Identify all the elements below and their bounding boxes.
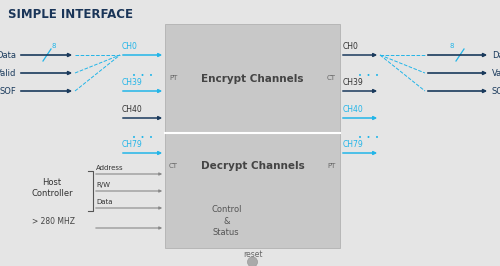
Text: Data: Data [96,199,112,205]
Text: Decrypt Channels: Decrypt Channels [200,161,304,171]
Text: CH0: CH0 [343,42,359,51]
Text: CH39: CH39 [343,78,364,87]
Text: •  •  •: • • • [132,73,153,79]
Text: Address: Address [96,165,124,171]
Text: Data: Data [492,51,500,60]
Text: •  •  •: • • • [358,73,379,79]
Text: Data: Data [0,51,16,60]
Text: SOF: SOF [0,86,16,95]
FancyBboxPatch shape [165,24,340,248]
Text: SIMPLE INTERFACE: SIMPLE INTERFACE [8,8,133,21]
Text: reset: reset [243,250,262,259]
Text: CH39: CH39 [122,78,143,87]
Text: Valid: Valid [0,69,16,77]
Circle shape [248,257,258,266]
Text: •  •  •: • • • [132,135,153,141]
Text: PT: PT [169,76,177,81]
Text: Encrypt Channels: Encrypt Channels [201,73,304,84]
Text: Control
&
Status: Control & Status [211,205,242,236]
Text: R/W: R/W [96,182,110,188]
Text: CH79: CH79 [343,140,364,149]
Text: > 280 MHZ: > 280 MHZ [32,217,75,226]
Text: CT: CT [327,76,336,81]
Text: Host
Controller: Host Controller [31,178,73,198]
Text: SOF: SOF [492,86,500,95]
Text: CT: CT [169,163,178,169]
Text: CH0: CH0 [122,42,138,51]
Text: 8: 8 [52,43,56,49]
Text: 8: 8 [450,43,454,49]
Text: •  •  •: • • • [358,135,379,141]
Text: CH40: CH40 [343,105,364,114]
Text: Valid: Valid [492,69,500,77]
Text: CH40: CH40 [122,105,143,114]
Text: CH79: CH79 [122,140,143,149]
Text: PT: PT [328,163,336,169]
